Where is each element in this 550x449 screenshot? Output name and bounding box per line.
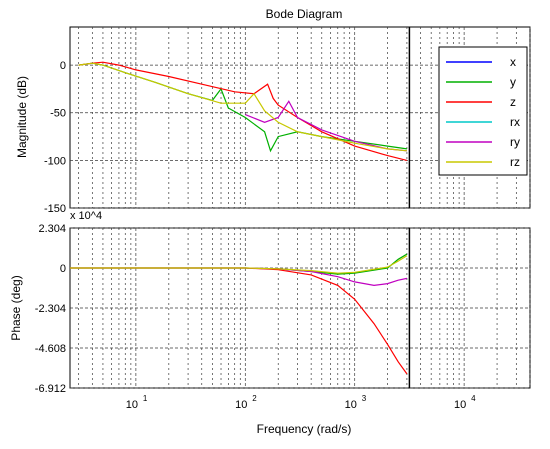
magnitude-y-tick-label: 0 xyxy=(60,60,66,72)
phase-y-tick-label: -6.912 xyxy=(35,383,66,395)
magnitude-series-rz xyxy=(78,62,407,152)
magnitude-y-ticks: 0 -50 -100 -150 xyxy=(44,60,66,215)
legend-box xyxy=(438,46,528,176)
x-tick-exponent: 1 xyxy=(143,394,148,403)
x-tick-exponent: 4 xyxy=(471,394,476,403)
phase-y-ticks: 2.304 0 -2.304 -4.608 -6.912 xyxy=(35,223,66,395)
legend-label-z: z xyxy=(510,95,516,109)
phase-y-label: Phase (deg) xyxy=(9,275,23,340)
legend-label-ry: ry xyxy=(510,135,520,149)
x-tick-label: 10 xyxy=(345,399,357,411)
x-tick-exponent: 2 xyxy=(252,394,257,403)
phase-series xyxy=(70,253,408,375)
phase-y-tick-label: 2.304 xyxy=(38,223,66,235)
phase-y-tick-label: -2.304 xyxy=(35,303,66,315)
magnitude-y-tick-label: -150 xyxy=(44,203,66,215)
x-tick-label: 10 xyxy=(235,399,247,411)
phase-y-tick-label: -4.608 xyxy=(35,343,66,355)
phase-axes: 2.304 0 -2.304 -4.608 -6.912 10 1 10 2 10 3 10 4 x … xyxy=(9,210,531,436)
x-tick-label: 10 xyxy=(126,399,138,411)
legend-label-x: x xyxy=(510,55,516,69)
legend-label-rz: rz xyxy=(510,155,520,169)
phase-grid xyxy=(70,227,531,389)
x-tick-exponent: 3 xyxy=(362,394,367,403)
x-axis-label: Frequency (rad/s) xyxy=(257,422,352,436)
phase-y-multiplier: x 10^4 xyxy=(70,210,102,222)
legend-label-y: y xyxy=(510,75,516,89)
legend: xyz rx ry rz xyxy=(438,46,528,176)
magnitude-y-tick-label: -100 xyxy=(44,155,66,167)
magnitude-series-ry xyxy=(245,100,407,152)
phase-x-ticks: 10 1 10 2 10 3 10 4 xyxy=(126,394,476,411)
x-tick-label: 10 xyxy=(454,399,466,411)
phase-y-tick-label: 0 xyxy=(60,263,66,275)
magnitude-y-label: Magnitude (dB) xyxy=(15,76,29,158)
chart-title: Bode Diagram xyxy=(266,7,343,21)
magnitude-series xyxy=(78,61,408,161)
legend-label-rx: rx xyxy=(510,115,520,129)
magnitude-y-tick-label: -50 xyxy=(50,108,66,120)
phase-series-rz xyxy=(70,255,408,274)
